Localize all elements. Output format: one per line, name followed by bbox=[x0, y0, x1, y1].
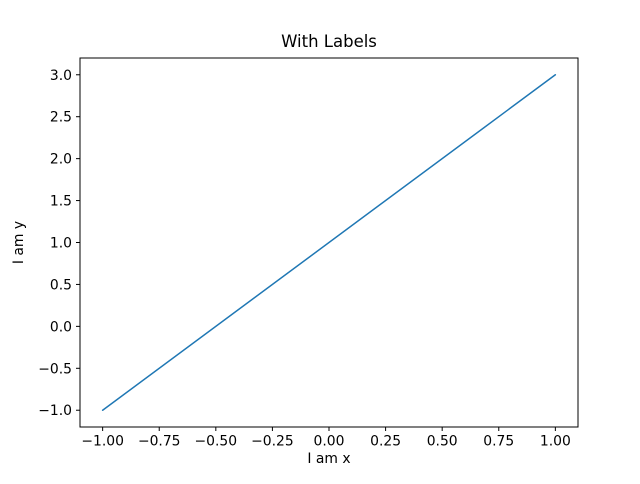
x-tick-label: 0.50 bbox=[427, 434, 458, 450]
x-axis-ticks: −1.00 −0.75 −0.50 −0.25 0.00 0.25 0.50 0.75 1.00 bbox=[81, 427, 571, 450]
x-tick-label: −0.75 bbox=[138, 434, 181, 450]
x-tick-label: 0.00 bbox=[314, 434, 345, 450]
x-tick-label: 1.00 bbox=[540, 434, 571, 450]
y-axis-ticks: −1.0 −0.5 0.0 0.5 1.0 1.5 2.0 2.5 3.0 bbox=[38, 68, 80, 419]
y-tick-label: 1.0 bbox=[50, 236, 72, 252]
x-tick-label: −0.25 bbox=[251, 434, 294, 450]
x-tick-label: 0.25 bbox=[370, 434, 401, 450]
y-axis-label: I am y bbox=[11, 221, 27, 264]
y-tick-label: −0.5 bbox=[38, 361, 72, 377]
x-tick-label: 0.75 bbox=[483, 434, 514, 450]
x-tick-label: −1.00 bbox=[81, 434, 124, 450]
y-tick-label: 0.0 bbox=[50, 319, 72, 335]
data-line bbox=[101, 74, 557, 411]
y-tick-label: −1.0 bbox=[38, 403, 72, 419]
y-tick-label: 2.5 bbox=[50, 110, 72, 126]
x-tick-label: −0.50 bbox=[195, 434, 238, 450]
y-tick-label: 1.5 bbox=[50, 194, 72, 210]
y-tick-label: 0.5 bbox=[50, 277, 72, 293]
chart-title: With Labels bbox=[281, 32, 377, 51]
x-axis-label: I am x bbox=[307, 451, 350, 467]
y-tick-label: 2.0 bbox=[50, 152, 72, 168]
series-group bbox=[101, 74, 557, 411]
y-tick-label: 3.0 bbox=[50, 68, 72, 84]
